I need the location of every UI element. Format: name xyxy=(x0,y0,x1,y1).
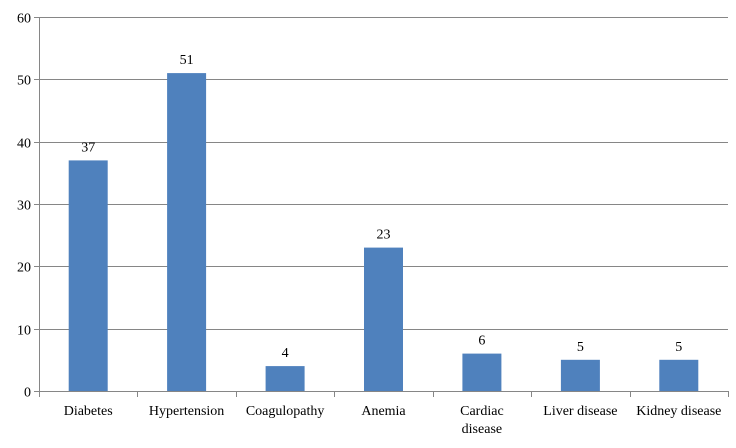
y-tick-label: 60 xyxy=(17,12,31,27)
y-tick-label: 10 xyxy=(17,324,31,339)
data-label: 51 xyxy=(180,53,194,68)
bar-liver-disease xyxy=(560,359,600,391)
x-category-label: Anemia xyxy=(361,404,406,419)
data-label: 23 xyxy=(377,228,391,243)
y-tick-label: 20 xyxy=(17,261,31,276)
data-label: 6 xyxy=(478,334,485,349)
x-category-label: Coagulopathy xyxy=(246,404,325,419)
y-tick-label: 30 xyxy=(17,199,31,214)
labels: 0 10 20 30 40 50 60 37 Diabetes 51 Hypertension 4 Co… xyxy=(17,12,721,438)
bar-kidney-disease xyxy=(659,359,699,391)
bar-anemia xyxy=(364,247,403,391)
bar-coagulopathy xyxy=(265,366,305,391)
axes xyxy=(34,17,729,397)
x-category-label: Diabetes xyxy=(64,404,113,419)
y-tick-label: 40 xyxy=(17,137,31,152)
x-category-label: Liver disease xyxy=(543,404,617,419)
x-category-label: Kidney disease xyxy=(636,404,721,419)
bar-diabetes xyxy=(68,160,108,391)
data-label: 5 xyxy=(675,340,682,355)
bar-cardiac-disease xyxy=(462,353,502,391)
x-category-label: Hypertension xyxy=(149,404,224,419)
bar-hypertension xyxy=(167,73,207,391)
data-label: 5 xyxy=(577,340,584,355)
data-label: 4 xyxy=(282,346,289,361)
gridlines xyxy=(39,17,728,330)
bars xyxy=(68,73,699,391)
data-label: 37 xyxy=(81,140,95,155)
y-tick-label: 0 xyxy=(24,386,31,401)
y-tick-label: 50 xyxy=(17,74,31,89)
x-category-label: Cardiac disease xyxy=(460,404,504,437)
